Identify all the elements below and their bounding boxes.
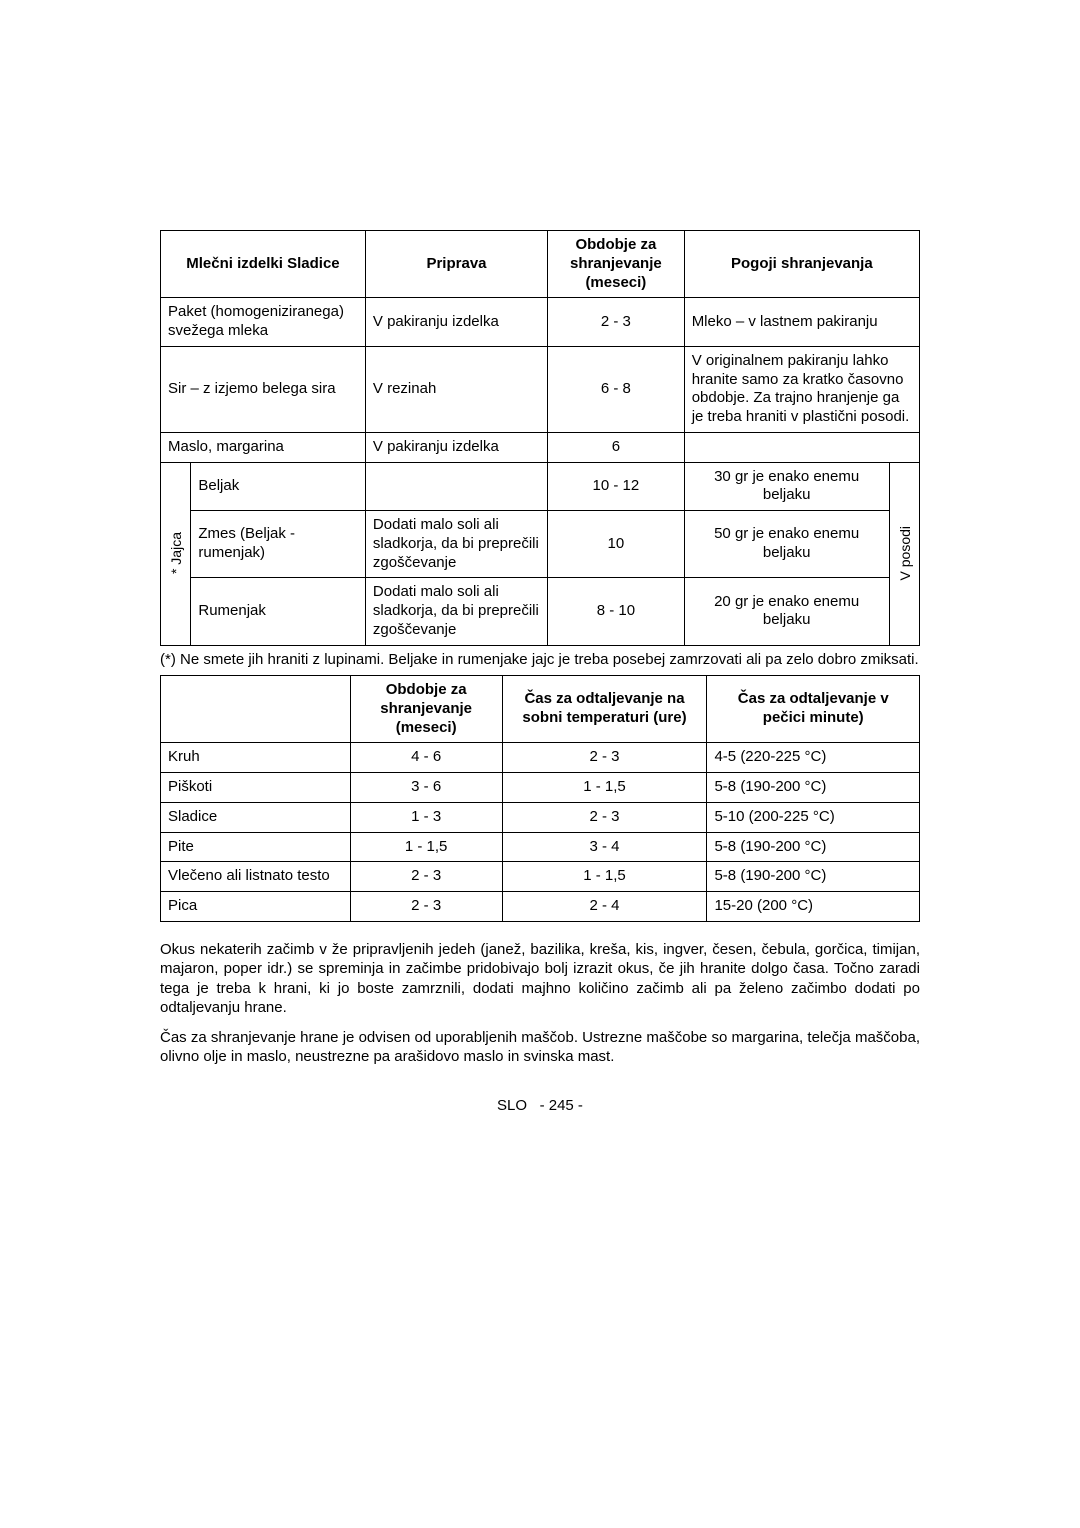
footer-page: - 245 - <box>540 1097 583 1114</box>
t2-h0 <box>161 676 351 743</box>
t2-r5-c2: 2 - 4 <box>502 892 707 922</box>
table-row: Vlečeno ali listnato testo 2 - 3 1 - 1,5… <box>161 862 920 892</box>
table-row: Rumenjak Dodati malo soli ali sladkorja,… <box>161 578 920 645</box>
egg-r1-prep: Dodati malo soli ali sladkorja, da bi pr… <box>365 511 547 578</box>
t2-r4-c2: 1 - 1,5 <box>502 862 707 892</box>
t1-r1-c2: 6 - 8 <box>548 346 685 432</box>
t2-r2-c3: 5-10 (200-225 °C) <box>707 802 920 832</box>
table-row: * Jajca Beljak 10 - 12 30 gr je enako en… <box>161 462 920 511</box>
t1-h0: Mlečni izdelki Sladice <box>161 231 366 298</box>
t1-r1-c0: Sir – z izjemo belega sira <box>161 346 366 432</box>
t1-r0-c3: Mleko – v lastnem pakiranju <box>684 298 919 347</box>
t1-r0-c2: 2 - 3 <box>548 298 685 347</box>
egg-r2-months: 8 - 10 <box>548 578 685 645</box>
egg-r2-cond: 20 gr je enako enemu beljaku <box>684 578 889 645</box>
table-row: Zmes (Beljak -rumenjak) Dodati malo soli… <box>161 511 920 578</box>
t1-r2-c1: V pakiranju izdelka <box>365 432 547 462</box>
table-row: Piškoti 3 - 6 1 - 1,5 5-8 (190-200 °C) <box>161 773 920 803</box>
t2-r1-c3: 5-8 (190-200 °C) <box>707 773 920 803</box>
egg-r1-cond: 50 gr je enako enemu beljaku <box>684 511 889 578</box>
t2-r1-c0: Piškoti <box>161 773 351 803</box>
t2-r4-c0: Vlečeno ali listnato testo <box>161 862 351 892</box>
table-row: Pite 1 - 1,5 3 - 4 5-8 (190-200 °C) <box>161 832 920 862</box>
baked-goods-table: Obdobje za shranjevanje (meseci) Čas za … <box>160 675 920 922</box>
egg-r0-prep <box>365 462 547 511</box>
t2-r0-c3: 4-5 (220-225 °C) <box>707 743 920 773</box>
t2-r0-c0: Kruh <box>161 743 351 773</box>
table-row: Sir – z izjemo belega sira V rezinah 6 -… <box>161 346 920 432</box>
t1-r0-c0: Paket (homogeniziranega) svežega mleka <box>161 298 366 347</box>
egg-r2-prep: Dodati malo soli ali sladkorja, da bi pr… <box>365 578 547 645</box>
t2-r4-c1: 2 - 3 <box>350 862 502 892</box>
t1-r2-c0: Maslo, margarina <box>161 432 366 462</box>
t2-r0-c1: 4 - 6 <box>350 743 502 773</box>
egg-r2-name: Rumenjak <box>191 578 366 645</box>
egg-r1-months: 10 <box>548 511 685 578</box>
table-row: Pica 2 - 3 2 - 4 15-20 (200 °C) <box>161 892 920 922</box>
table-row: Kruh 4 - 6 2 - 3 4-5 (220-225 °C) <box>161 743 920 773</box>
t2-r0-c2: 2 - 3 <box>502 743 707 773</box>
page-footer: SLO - 245 - <box>160 1097 920 1114</box>
t2-h2: Čas za odtaljevanje na sobni temperaturi… <box>502 676 707 743</box>
egg-r0-cond: 30 gr je enako enemu beljaku <box>684 462 889 511</box>
t2-r1-c1: 3 - 6 <box>350 773 502 803</box>
t2-r3-c2: 3 - 4 <box>502 832 707 862</box>
table-row: Maslo, margarina V pakiranju izdelka 6 <box>161 432 920 462</box>
t1-r0-c1: V pakiranju izdelka <box>365 298 547 347</box>
t1-r2-c3 <box>684 432 919 462</box>
egg-side-label: V posodi <box>889 462 919 645</box>
t1-r1-c1: V rezinah <box>365 346 547 432</box>
dairy-table: Mlečni izdelki Sladice Priprava Obdobje … <box>160 230 920 646</box>
table-row: Sladice 1 - 3 2 - 3 5-10 (200-225 °C) <box>161 802 920 832</box>
t2-r5-c0: Pica <box>161 892 351 922</box>
t2-r5-c3: 15-20 (200 °C) <box>707 892 920 922</box>
paragraph-2: Čas za shranjevanje hrane je odvisen od … <box>160 1028 920 1067</box>
egg-r0-months: 10 - 12 <box>548 462 685 511</box>
egg-r1-name: Zmes (Beljak -rumenjak) <box>191 511 366 578</box>
t2-r2-c1: 1 - 3 <box>350 802 502 832</box>
egg-r0-name: Beljak <box>191 462 366 511</box>
t1-h2: Obdobje za shranjevanje (meseci) <box>548 231 685 298</box>
t2-r3-c0: Pite <box>161 832 351 862</box>
t1-h1: Priprava <box>365 231 547 298</box>
t2-r4-c3: 5-8 (190-200 °C) <box>707 862 920 892</box>
t2-r3-c1: 1 - 1,5 <box>350 832 502 862</box>
t2-r5-c1: 2 - 3 <box>350 892 502 922</box>
t2-r2-c0: Sladice <box>161 802 351 832</box>
egg-group-label: * Jajca <box>161 462 191 645</box>
t1-r2-c2: 6 <box>548 432 685 462</box>
t2-r3-c3: 5-8 (190-200 °C) <box>707 832 920 862</box>
t1-h3: Pogoji shranjevanja <box>684 231 919 298</box>
table-row: Paket (homogeniziranega) svežega mleka V… <box>161 298 920 347</box>
t1-r1-c3: V originalnem pakiranju lahko hranite sa… <box>684 346 919 432</box>
footer-lang: SLO <box>497 1097 527 1114</box>
footnote: (*) Ne smete jih hraniti z lupinami. Bel… <box>160 650 920 670</box>
paragraph-1: Okus nekaterih začimb v že pripravljenih… <box>160 940 920 1018</box>
t2-r2-c2: 2 - 3 <box>502 802 707 832</box>
t2-r1-c2: 1 - 1,5 <box>502 773 707 803</box>
t2-h1: Obdobje za shranjevanje (meseci) <box>350 676 502 743</box>
t2-h3: Čas za odtaljevanje v pečici minute) <box>707 676 920 743</box>
